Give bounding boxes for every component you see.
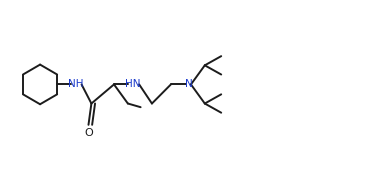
Text: N: N (184, 79, 192, 89)
Text: HN: HN (125, 79, 141, 89)
Text: O: O (85, 128, 93, 138)
Text: NH: NH (68, 79, 84, 89)
